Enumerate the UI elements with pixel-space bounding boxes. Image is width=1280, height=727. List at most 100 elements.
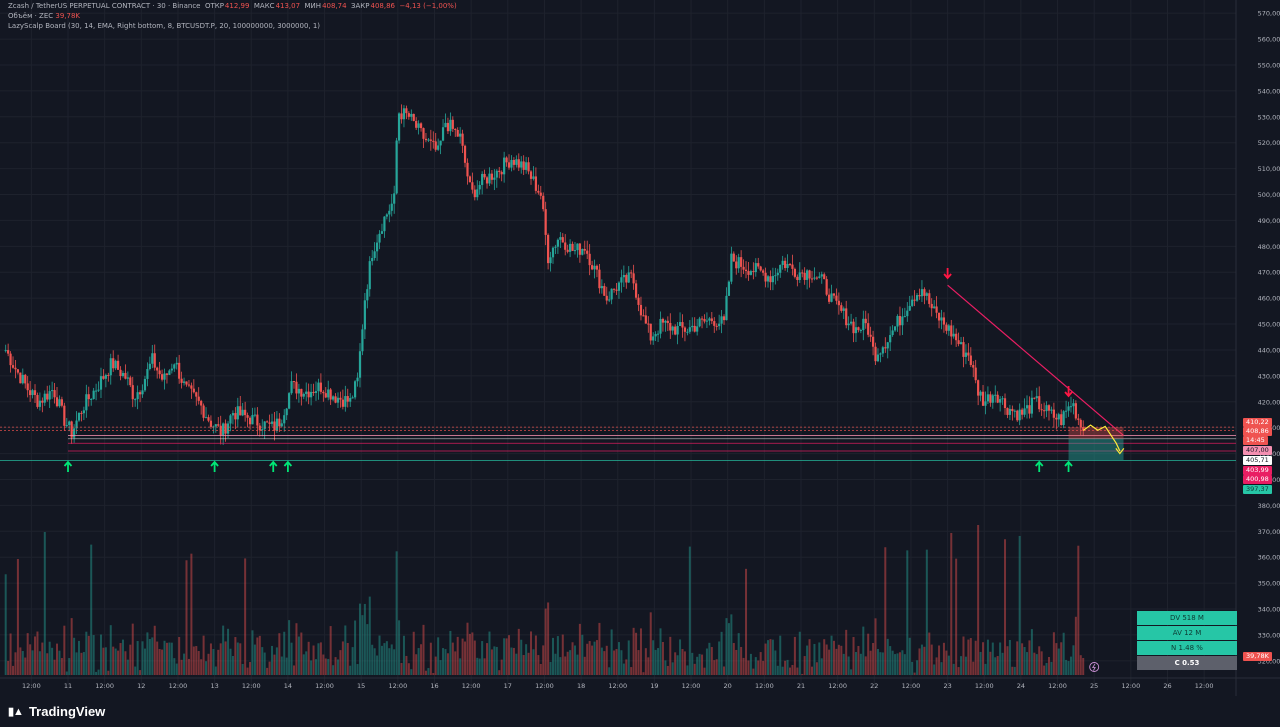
price-tag-target: 397,37 — [1243, 485, 1272, 494]
volume-bar — [256, 637, 259, 675]
x-tick-label: 21 — [797, 682, 805, 690]
candle-body — [708, 318, 711, 321]
candle-body — [1030, 397, 1033, 414]
volume-bar — [1077, 545, 1080, 675]
volume-bar — [781, 666, 784, 675]
volume-bar — [745, 568, 748, 675]
volume-bar — [776, 665, 779, 675]
volume-bar — [847, 656, 850, 675]
volume-bar — [810, 666, 813, 675]
volume-bar — [219, 643, 222, 675]
volume-bar — [964, 656, 967, 675]
candle-body — [842, 308, 845, 311]
volume-bar — [51, 647, 54, 675]
candle-body — [522, 161, 525, 170]
volume-bar — [591, 645, 594, 675]
volume-bar — [593, 641, 596, 675]
candle-body — [253, 414, 257, 416]
volume-bar — [1011, 666, 1014, 675]
volume-bar — [1065, 659, 1068, 675]
stat-c: C 0.53 — [1137, 656, 1237, 670]
x-tick-label: 12 — [137, 682, 145, 690]
volume-bar — [143, 648, 146, 675]
candle-body — [295, 381, 298, 394]
candle-body — [417, 123, 420, 128]
volume-bar — [808, 639, 811, 675]
volume-bar — [832, 640, 835, 675]
arrow-down-head — [943, 273, 952, 280]
candle-body — [630, 272, 633, 274]
candle-body — [881, 347, 884, 354]
volume-bar — [642, 672, 645, 675]
candle-body — [573, 250, 577, 252]
volume-bar — [671, 662, 674, 675]
low-label: МИН — [304, 2, 322, 10]
volume-bar — [471, 632, 474, 675]
price-tag-level-403: 403,99 — [1243, 466, 1272, 475]
volume-bar — [830, 635, 833, 675]
volume-bar — [317, 643, 320, 675]
candle-body — [974, 367, 977, 381]
volume-bar — [969, 638, 972, 675]
candle-body — [373, 251, 376, 258]
candle-body — [620, 277, 623, 283]
candle-body — [288, 393, 291, 409]
candle-body — [622, 274, 625, 278]
candle-body — [681, 322, 684, 328]
volume-bar — [749, 653, 752, 675]
volume-bar — [483, 658, 486, 675]
candle-body — [390, 203, 393, 211]
tradingview-logo[interactable]: ▮▲ TradingView — [8, 704, 105, 719]
high-value: 413,07 — [275, 2, 301, 10]
candle-body — [664, 320, 667, 323]
candle-body — [270, 421, 274, 424]
candle-body — [136, 392, 139, 400]
volume-bar — [227, 628, 230, 675]
volume-bar — [537, 655, 540, 675]
candle-body — [569, 243, 572, 252]
volume-bar — [925, 549, 928, 675]
candle-body — [229, 415, 232, 424]
volume-bar — [771, 639, 774, 675]
candle-body — [87, 394, 90, 400]
volume-bar — [273, 654, 276, 675]
volume-bar — [383, 643, 386, 675]
volume-bar — [312, 645, 315, 675]
volume-bar — [952, 663, 955, 675]
candle-body — [224, 423, 227, 434]
candle-body — [979, 391, 982, 396]
volume-bar — [757, 660, 760, 675]
volume-bar — [923, 646, 926, 675]
volume-bar — [815, 662, 818, 675]
candle-body — [143, 378, 147, 391]
volume-bar — [454, 651, 457, 675]
volume-bar — [803, 656, 806, 675]
candle-body — [517, 159, 520, 168]
x-tick-label: 26 — [1163, 682, 1171, 690]
candle-body — [1040, 409, 1043, 411]
volume-bar — [151, 637, 154, 675]
volume-bar — [630, 667, 633, 675]
price-tag-level-405: 405,71 — [1243, 456, 1272, 465]
candle-body — [923, 289, 926, 296]
volume-bar — [828, 649, 831, 675]
volume-bar — [85, 631, 88, 675]
candle-body — [290, 381, 293, 394]
volume-bar — [77, 640, 80, 675]
candle-body — [786, 263, 789, 269]
candle-body — [669, 322, 672, 331]
volume-bar — [1060, 642, 1063, 675]
volume-bar — [544, 608, 547, 675]
candle-body — [429, 139, 432, 141]
volume-bar — [683, 651, 686, 675]
candle-body — [744, 269, 748, 272]
candle-body — [735, 261, 738, 269]
candle-body — [1065, 410, 1068, 412]
volume-bar — [974, 640, 977, 675]
volume-bar — [12, 665, 15, 675]
volume-bar — [708, 642, 711, 675]
candle-body — [832, 293, 836, 296]
volume-bar — [102, 647, 105, 675]
volume-bar — [376, 655, 379, 675]
